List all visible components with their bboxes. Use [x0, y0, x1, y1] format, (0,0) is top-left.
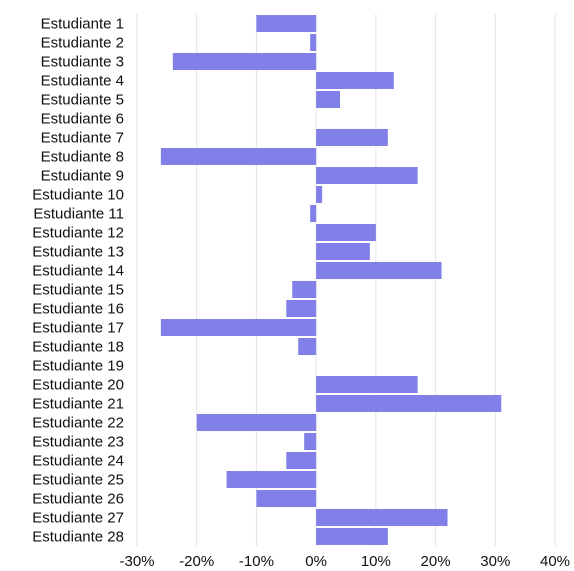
category-label: Estudiante 12	[32, 225, 124, 242]
category-label: Estudiante 23	[32, 434, 124, 451]
x-tick-label: 40%	[540, 553, 570, 570]
bar	[316, 376, 418, 393]
category-label: Estudiante 17	[32, 320, 124, 337]
bar	[310, 205, 317, 222]
bar	[256, 490, 317, 507]
bar	[286, 300, 317, 317]
bar	[316, 243, 370, 260]
bar	[316, 509, 448, 526]
category-labels: Estudiante 1 Estudiante 2 Estudiante 3 Estu…	[32, 16, 124, 546]
x-tick-label: 30%	[480, 553, 510, 570]
grid-lines	[136, 14, 556, 546]
bar	[160, 148, 317, 165]
bar	[316, 262, 442, 279]
category-label: Estudiante 3	[41, 54, 124, 71]
bar	[298, 338, 317, 355]
x-tick-label: 20%	[421, 553, 451, 570]
category-label: Estudiante 22	[32, 415, 124, 432]
category-label: Estudiante 19	[32, 358, 124, 375]
bar	[226, 471, 317, 488]
category-label: Estudiante 13	[32, 244, 124, 261]
category-label: Estudiante 11	[33, 206, 124, 223]
bar	[304, 433, 317, 450]
category-label: Estudiante 7	[41, 130, 124, 147]
bars	[160, 15, 502, 545]
category-label: Estudiante 2	[41, 35, 124, 52]
category-label: Estudiante 26	[32, 491, 124, 508]
bar	[292, 281, 317, 298]
category-label: Estudiante 25	[32, 472, 124, 489]
category-label: Estudiante 16	[32, 301, 124, 318]
x-tick-label: 0%	[305, 553, 327, 570]
category-label: Estudiante 20	[32, 377, 124, 394]
category-label: Estudiante 10	[32, 187, 124, 204]
category-label: Estudiante 1	[41, 16, 124, 33]
bar	[316, 186, 323, 203]
bar	[196, 414, 317, 431]
category-label: Estudiante 9	[41, 168, 124, 185]
category-label: Estudiante 8	[41, 149, 124, 166]
category-label: Estudiante 15	[32, 282, 124, 299]
bar	[316, 224, 376, 241]
category-label: Estudiante 18	[32, 339, 124, 356]
category-label: Estudiante 5	[41, 92, 124, 109]
bar	[256, 15, 317, 32]
x-tick-label: -20%	[179, 553, 214, 570]
bar	[316, 129, 388, 146]
category-label: Estudiante 21	[32, 396, 124, 413]
bar	[316, 395, 502, 412]
category-label: Estudiante 6	[41, 111, 124, 128]
bar	[316, 72, 394, 89]
bar	[316, 167, 418, 184]
bar	[160, 319, 317, 336]
x-axis-tick-labels: -30% -20% -10% 0% 10% 20% 30% 40%	[119, 553, 570, 570]
category-label: Estudiante 28	[32, 529, 124, 546]
bar	[310, 34, 317, 51]
x-tick-label: -30%	[119, 553, 154, 570]
category-label: Estudiante 4	[41, 73, 124, 90]
bar	[316, 91, 341, 108]
category-label: Estudiante 14	[32, 263, 124, 280]
bar	[316, 528, 388, 545]
category-label: Estudiante 24	[32, 453, 124, 470]
x-tick-label: -10%	[239, 553, 274, 570]
category-label: Estudiante 27	[32, 510, 124, 527]
x-tick-label: 10%	[361, 553, 391, 570]
bar	[286, 452, 317, 469]
bar	[172, 53, 317, 70]
